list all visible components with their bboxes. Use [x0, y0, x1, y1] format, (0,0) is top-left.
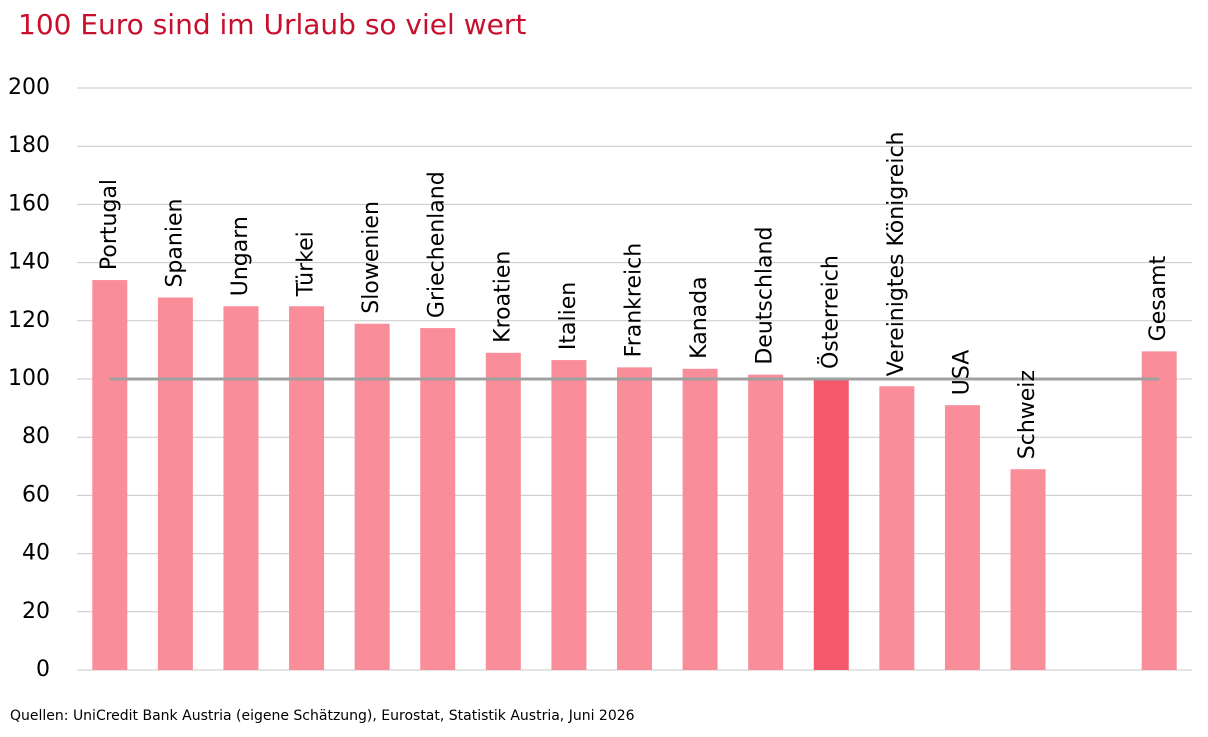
bar — [1141, 351, 1177, 670]
bar — [879, 386, 915, 670]
category-label: Kroatien — [490, 251, 515, 343]
category-label: Türkei — [294, 231, 319, 297]
bar — [617, 367, 652, 670]
category-label: Vereinigtes Königreich — [884, 131, 909, 376]
category-label: Deutschland — [753, 227, 778, 365]
bar — [944, 405, 980, 670]
y-tick-label: 100 — [8, 366, 50, 391]
category-label: Ungarn — [228, 216, 253, 296]
category-label: Slowenien — [359, 201, 384, 314]
category-label: USA — [949, 350, 974, 396]
category-label: Spanien — [162, 199, 187, 288]
bar — [551, 360, 587, 670]
y-tick-label: 180 — [8, 133, 50, 158]
y-tick-label: 20 — [22, 599, 50, 624]
category-label: Kanada — [687, 276, 712, 358]
bar — [420, 328, 456, 670]
bar — [223, 306, 259, 670]
y-tick-label: 60 — [22, 482, 50, 507]
y-tick-label: 120 — [8, 308, 50, 333]
y-tick-label: 160 — [8, 191, 50, 216]
source-note: Quellen: UniCredit Bank Austria (eigene … — [10, 708, 635, 724]
y-tick-label: 0 — [36, 657, 50, 682]
category-label: Portugal — [97, 179, 122, 270]
chart-title: 100 Euro sind im Urlaub so viel wert — [18, 8, 526, 41]
category-label: Schweiz — [1015, 370, 1040, 459]
category-label: Frankreich — [622, 243, 647, 358]
bar — [157, 297, 193, 670]
y-tick-label: 80 — [22, 424, 50, 449]
category-label: Österreich — [817, 255, 843, 369]
bar — [748, 374, 784, 670]
bar — [682, 368, 718, 670]
bar — [289, 306, 325, 670]
category-label: Italien — [556, 282, 581, 350]
bar — [1010, 469, 1046, 670]
bar — [485, 352, 521, 670]
y-tick-label: 200 — [8, 75, 50, 100]
category-label: Griechenland — [425, 171, 450, 318]
bar — [354, 323, 390, 670]
y-tick-label: 40 — [22, 541, 50, 566]
y-tick-label: 140 — [8, 250, 50, 275]
category-label: Gesamt — [1146, 255, 1171, 341]
bar — [813, 379, 849, 670]
bar — [92, 280, 128, 670]
